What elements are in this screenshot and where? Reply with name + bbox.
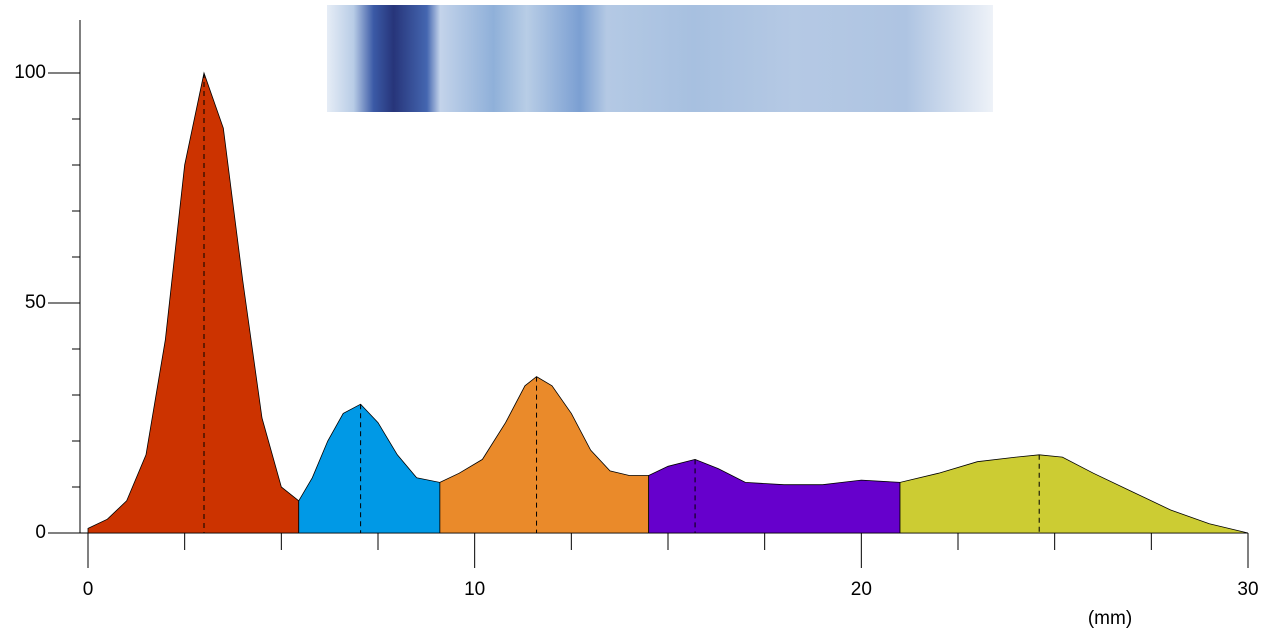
- x-tick-label: 10: [464, 579, 485, 600]
- x-tick-label: 0: [83, 579, 94, 600]
- area: [298, 403, 441, 534]
- y-tick-label: 100: [14, 62, 46, 83]
- area: [899, 454, 1249, 534]
- area: [87, 71, 300, 534]
- area: [648, 458, 901, 534]
- y-tick-label: 50: [25, 292, 46, 313]
- gel-image: [327, 5, 993, 112]
- x-tick-label: 20: [851, 579, 872, 600]
- y-tick-label: 0: [35, 522, 46, 543]
- x-tick-label: 30: [1237, 579, 1258, 600]
- area: [439, 376, 650, 534]
- x-axis-label: (mm): [1088, 608, 1132, 629]
